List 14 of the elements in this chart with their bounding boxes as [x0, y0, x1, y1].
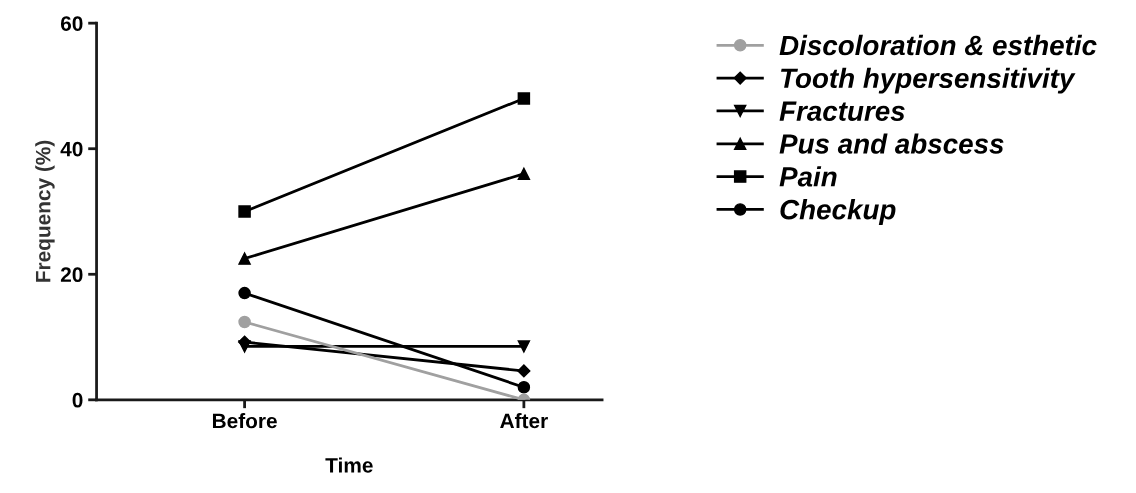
x-tick-label: After	[500, 413, 548, 429]
legend-label: Pain	[779, 166, 837, 187]
legend-label: Tooth hypersensitivity	[781, 67, 1076, 94]
y-tick-label: 20	[60, 267, 83, 283]
legend-label: Discoloration & esthetic	[779, 34, 1097, 56]
y-tick-label: 60	[60, 16, 83, 31]
legend-label: Pus and abscess	[779, 133, 1004, 154]
y-axis-title: Frequency (%)	[35, 140, 55, 282]
x-axis-title: Time	[325, 457, 373, 473]
y-tick-label: 0	[72, 392, 83, 408]
y-tick-label: 40	[60, 141, 83, 157]
legend-label: Checkup	[780, 199, 896, 225]
legend-label: Fractures	[779, 101, 905, 121]
x-tick-label: Before	[212, 413, 277, 429]
